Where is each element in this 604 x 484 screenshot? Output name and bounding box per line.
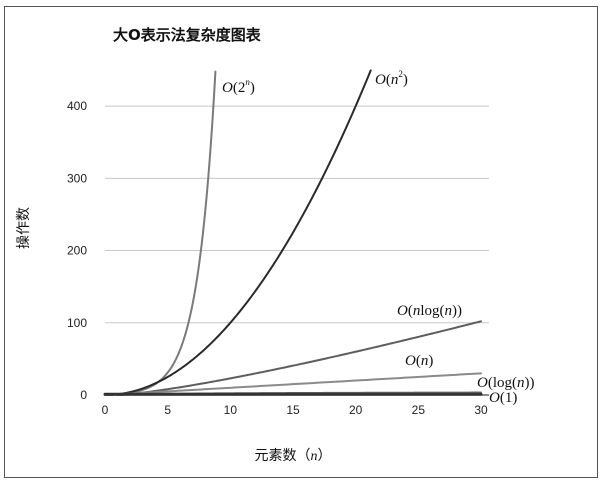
series-label-1: O(n2)	[375, 69, 408, 88]
x-tick-label: 20	[349, 403, 363, 417]
series-label-5: O(1)	[489, 390, 517, 406]
x-axis-label: 元素数（n）	[255, 448, 332, 464]
grid-lines	[105, 105, 489, 396]
series-labels: O(2n) O(n2) O(nlog(n)) O(n) O(log(n))O(1)	[222, 69, 535, 406]
y-tick-label: 0	[80, 388, 87, 402]
x-tick-label: 0	[102, 403, 109, 417]
chart-frame	[4, 6, 598, 478]
y-tick-label: 400	[67, 99, 87, 113]
x-tick-label: 10	[224, 403, 238, 417]
y-tick-label: 300	[67, 171, 87, 185]
y-axis-label: 操作数	[16, 207, 32, 249]
x-tick-labels: 0 5 10 15 20 25 30	[102, 403, 488, 417]
x-tick-label: 15	[286, 403, 300, 417]
x-tick-label: 30	[474, 403, 488, 417]
series-label-0: O(2n)	[222, 77, 255, 96]
y-tick-label: 100	[67, 316, 87, 330]
x-tick-label: 25	[412, 403, 426, 417]
series-line-0	[104, 70, 217, 396]
series-label-3: O(n)	[405, 353, 433, 369]
series-label-2: O(nlog(n))	[397, 303, 462, 319]
series-label-4: O(log(n))	[477, 375, 535, 391]
series-line-3	[104, 372, 482, 396]
y-tick-label: 200	[67, 244, 87, 258]
series-line-2	[116, 320, 482, 396]
series-curves	[103, 69, 483, 396]
y-tick-labels: 0 100 200 300 400	[67, 99, 87, 402]
x-tick-label: 5	[164, 403, 171, 417]
series-line-1	[104, 69, 372, 396]
chart-title: 大O表示法复杂度图表	[113, 26, 262, 44]
